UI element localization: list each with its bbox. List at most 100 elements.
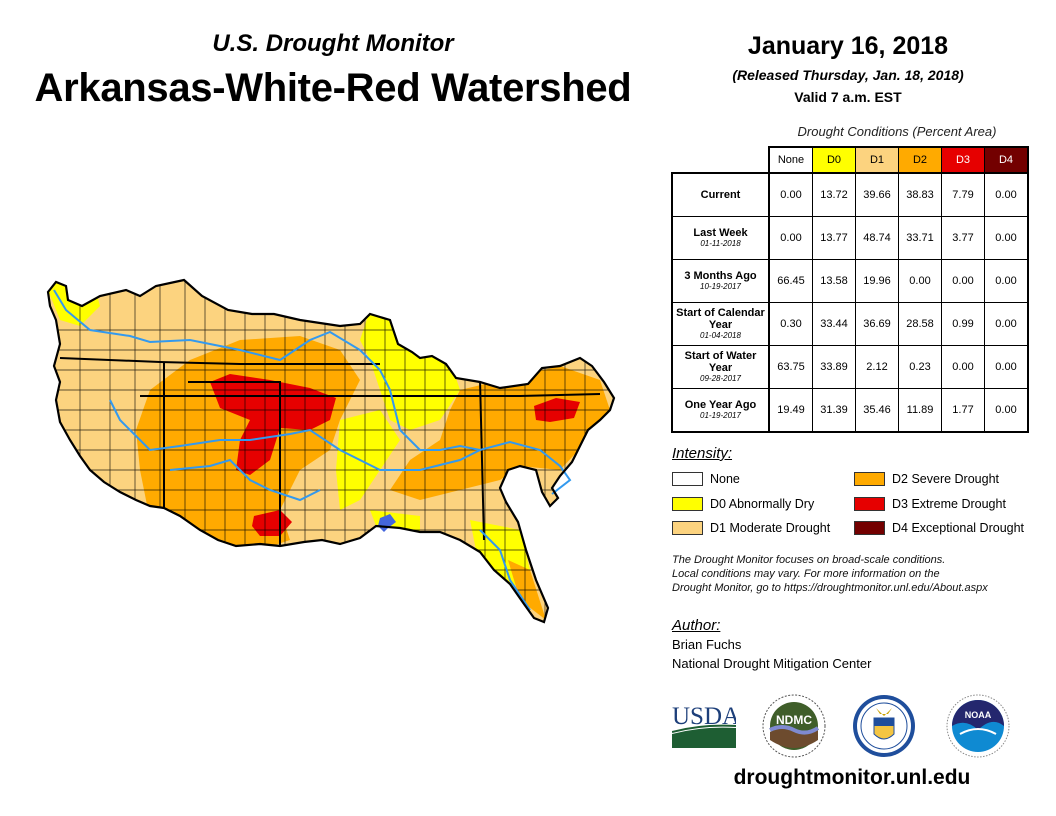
cell-d2: 0.00 <box>898 259 942 303</box>
column-header-d3: D3 <box>941 146 985 174</box>
cell-d3: 0.00 <box>941 259 985 303</box>
cell-none: 0.00 <box>768 216 813 260</box>
legend-item-none: None <box>672 470 740 488</box>
row-label: Start of Calendar Year 01-04-2018 <box>671 302 770 346</box>
table-row: Current 0.00 13.72 39.66 38.83 7.79 0.00 <box>671 172 1029 217</box>
rivers <box>53 289 572 611</box>
row-label-text: Start of Water Year <box>684 350 757 374</box>
row-date: 10-19-2017 <box>700 282 741 291</box>
row-label-text: Current <box>700 189 741 201</box>
column-header-d2: D2 <box>898 146 942 174</box>
cell-d0: 33.44 <box>812 302 856 346</box>
legend-swatch-d2 <box>854 472 885 486</box>
cell-d2: 38.83 <box>898 172 942 217</box>
table-row: One Year Ago 01-19-2017 19.49 31.39 35.46 11.… <box>671 388 1029 433</box>
table-header-row: None D0 D1 D2 D3 D4 <box>672 146 1029 174</box>
cell-d3: 0.00 <box>941 345 985 389</box>
row-date: 01-19-2017 <box>700 411 741 420</box>
cell-d1: 2.12 <box>855 345 899 389</box>
row-label: Current <box>671 172 770 217</box>
legend-label: D0 Abnormally Dry <box>710 497 815 511</box>
column-header-d1: D1 <box>855 146 899 174</box>
column-header-d4: D4 <box>984 146 1029 174</box>
cell-d2: 33.71 <box>898 216 942 260</box>
legend-swatch-d4 <box>854 521 885 535</box>
legend-swatch-d1 <box>672 521 703 535</box>
author-organization: National Drought Mitigation Center <box>672 656 872 671</box>
legend-item-d1: D1 Moderate Drought <box>672 519 830 537</box>
row-label: Last Week 01-11-2018 <box>671 216 770 260</box>
ndmc-logo: NDMC <box>762 694 826 758</box>
cell-d1: 39.66 <box>855 172 899 217</box>
column-header-none: None <box>768 146 813 174</box>
row-label-text: 3 Months Ago <box>684 270 757 282</box>
legend-swatch-none <box>672 472 703 486</box>
table-row: 3 Months Ago 10-19-2017 66.45 13.58 19.96 0.0… <box>671 259 1029 303</box>
cell-d0: 31.39 <box>812 388 856 433</box>
column-header-d0: D0 <box>812 146 856 174</box>
row-date: 01-11-2018 <box>700 239 741 248</box>
valid-time: Valid 7 a.m. EST <box>794 89 902 105</box>
row-label-text: Last Week <box>693 227 748 239</box>
cell-d3: 3.77 <box>941 216 985 260</box>
cell-d0: 13.72 <box>812 172 856 217</box>
legend-label: D2 Severe Drought <box>892 472 1000 486</box>
row-label: One Year Ago 01-19-2017 <box>671 388 770 433</box>
legend-title: Intensity: <box>672 445 733 462</box>
cell-d1: 35.46 <box>855 388 899 433</box>
author-name: Brian Fuchs <box>672 637 742 652</box>
table-row: Start of Water Year 09-28-2017 63.75 33.89 2… <box>671 345 1029 389</box>
legend-item-d0: D0 Abnormally Dry <box>672 495 814 513</box>
note-line: Drought Monitor, go to https://droughtmo… <box>672 582 988 594</box>
cell-d4: 0.00 <box>984 388 1029 433</box>
legend-label: D3 Extreme Drought <box>892 497 1006 511</box>
map-date: January 16, 2018 <box>747 32 949 60</box>
cell-none: 63.75 <box>768 345 813 389</box>
legend-label: None <box>710 472 740 486</box>
cell-none: 0.00 <box>768 172 813 217</box>
row-label: 3 Months Ago 10-19-2017 <box>671 259 770 303</box>
usda-logo: USDA <box>672 703 736 748</box>
cell-d3: 0.99 <box>941 302 985 346</box>
note-line: Local conditions may vary. For more info… <box>672 568 940 580</box>
cell-d4: 0.00 <box>984 216 1029 260</box>
cell-d4: 0.00 <box>984 345 1029 389</box>
table-title: Drought Conditions (Percent Area) <box>797 124 997 139</box>
noaa-logo-text: NOAA <box>965 710 992 720</box>
legend-item-d3: D3 Extreme Drought <box>854 495 1006 513</box>
cell-d4: 0.00 <box>984 259 1029 303</box>
table-corner <box>672 147 769 173</box>
table-row: Last Week 01-11-2018 0.00 13.77 48.74 33.71 3.… <box>671 216 1029 260</box>
cell-d1: 48.74 <box>855 216 899 260</box>
legend-label: D4 Exceptional Drought <box>892 521 1025 535</box>
d3-area-south <box>252 510 292 536</box>
legend-label: D1 Moderate Drought <box>710 521 831 535</box>
d0-area-central <box>336 410 400 510</box>
website-url[interactable]: droughtmonitor.unl.edu <box>733 766 971 789</box>
cell-d0: 33.89 <box>812 345 856 389</box>
table-row: Start of Calendar Year 01-04-2018 0.30 33.4… <box>671 302 1029 346</box>
map-supertitle: U.S. Drought Monitor <box>212 30 454 57</box>
cell-d0: 13.58 <box>812 259 856 303</box>
row-label: Start of Water Year 09-28-2017 <box>671 345 770 389</box>
row-date: 09-28-2017 <box>700 374 741 383</box>
watershed-outline <box>46 278 616 624</box>
noaa-logo: NOAA <box>946 694 1010 758</box>
cell-d3: 7.79 <box>941 172 985 217</box>
row-label-text: One Year Ago <box>684 399 757 411</box>
cell-none: 0.30 <box>768 302 813 346</box>
legend-swatch-d3 <box>854 497 885 511</box>
legend-item-d2: D2 Severe Drought <box>854 470 999 488</box>
legend-item-d4: D4 Exceptional Drought <box>854 519 1024 537</box>
cell-d1: 36.69 <box>855 302 899 346</box>
note-line: The Drought Monitor focuses on broad-sca… <box>672 554 946 566</box>
row-label-text: Start of Calendar Year <box>676 307 765 331</box>
ndmc-logo-text: NDMC <box>776 713 812 727</box>
cell-d2: 28.58 <box>898 302 942 346</box>
cell-d4: 0.00 <box>984 172 1029 217</box>
map-title: Arkansas-White-Red Watershed <box>34 66 632 110</box>
cell-none: 19.49 <box>768 388 813 433</box>
cell-d3: 1.77 <box>941 388 985 433</box>
cell-d1: 19.96 <box>855 259 899 303</box>
doc-seal-logo <box>853 695 915 757</box>
